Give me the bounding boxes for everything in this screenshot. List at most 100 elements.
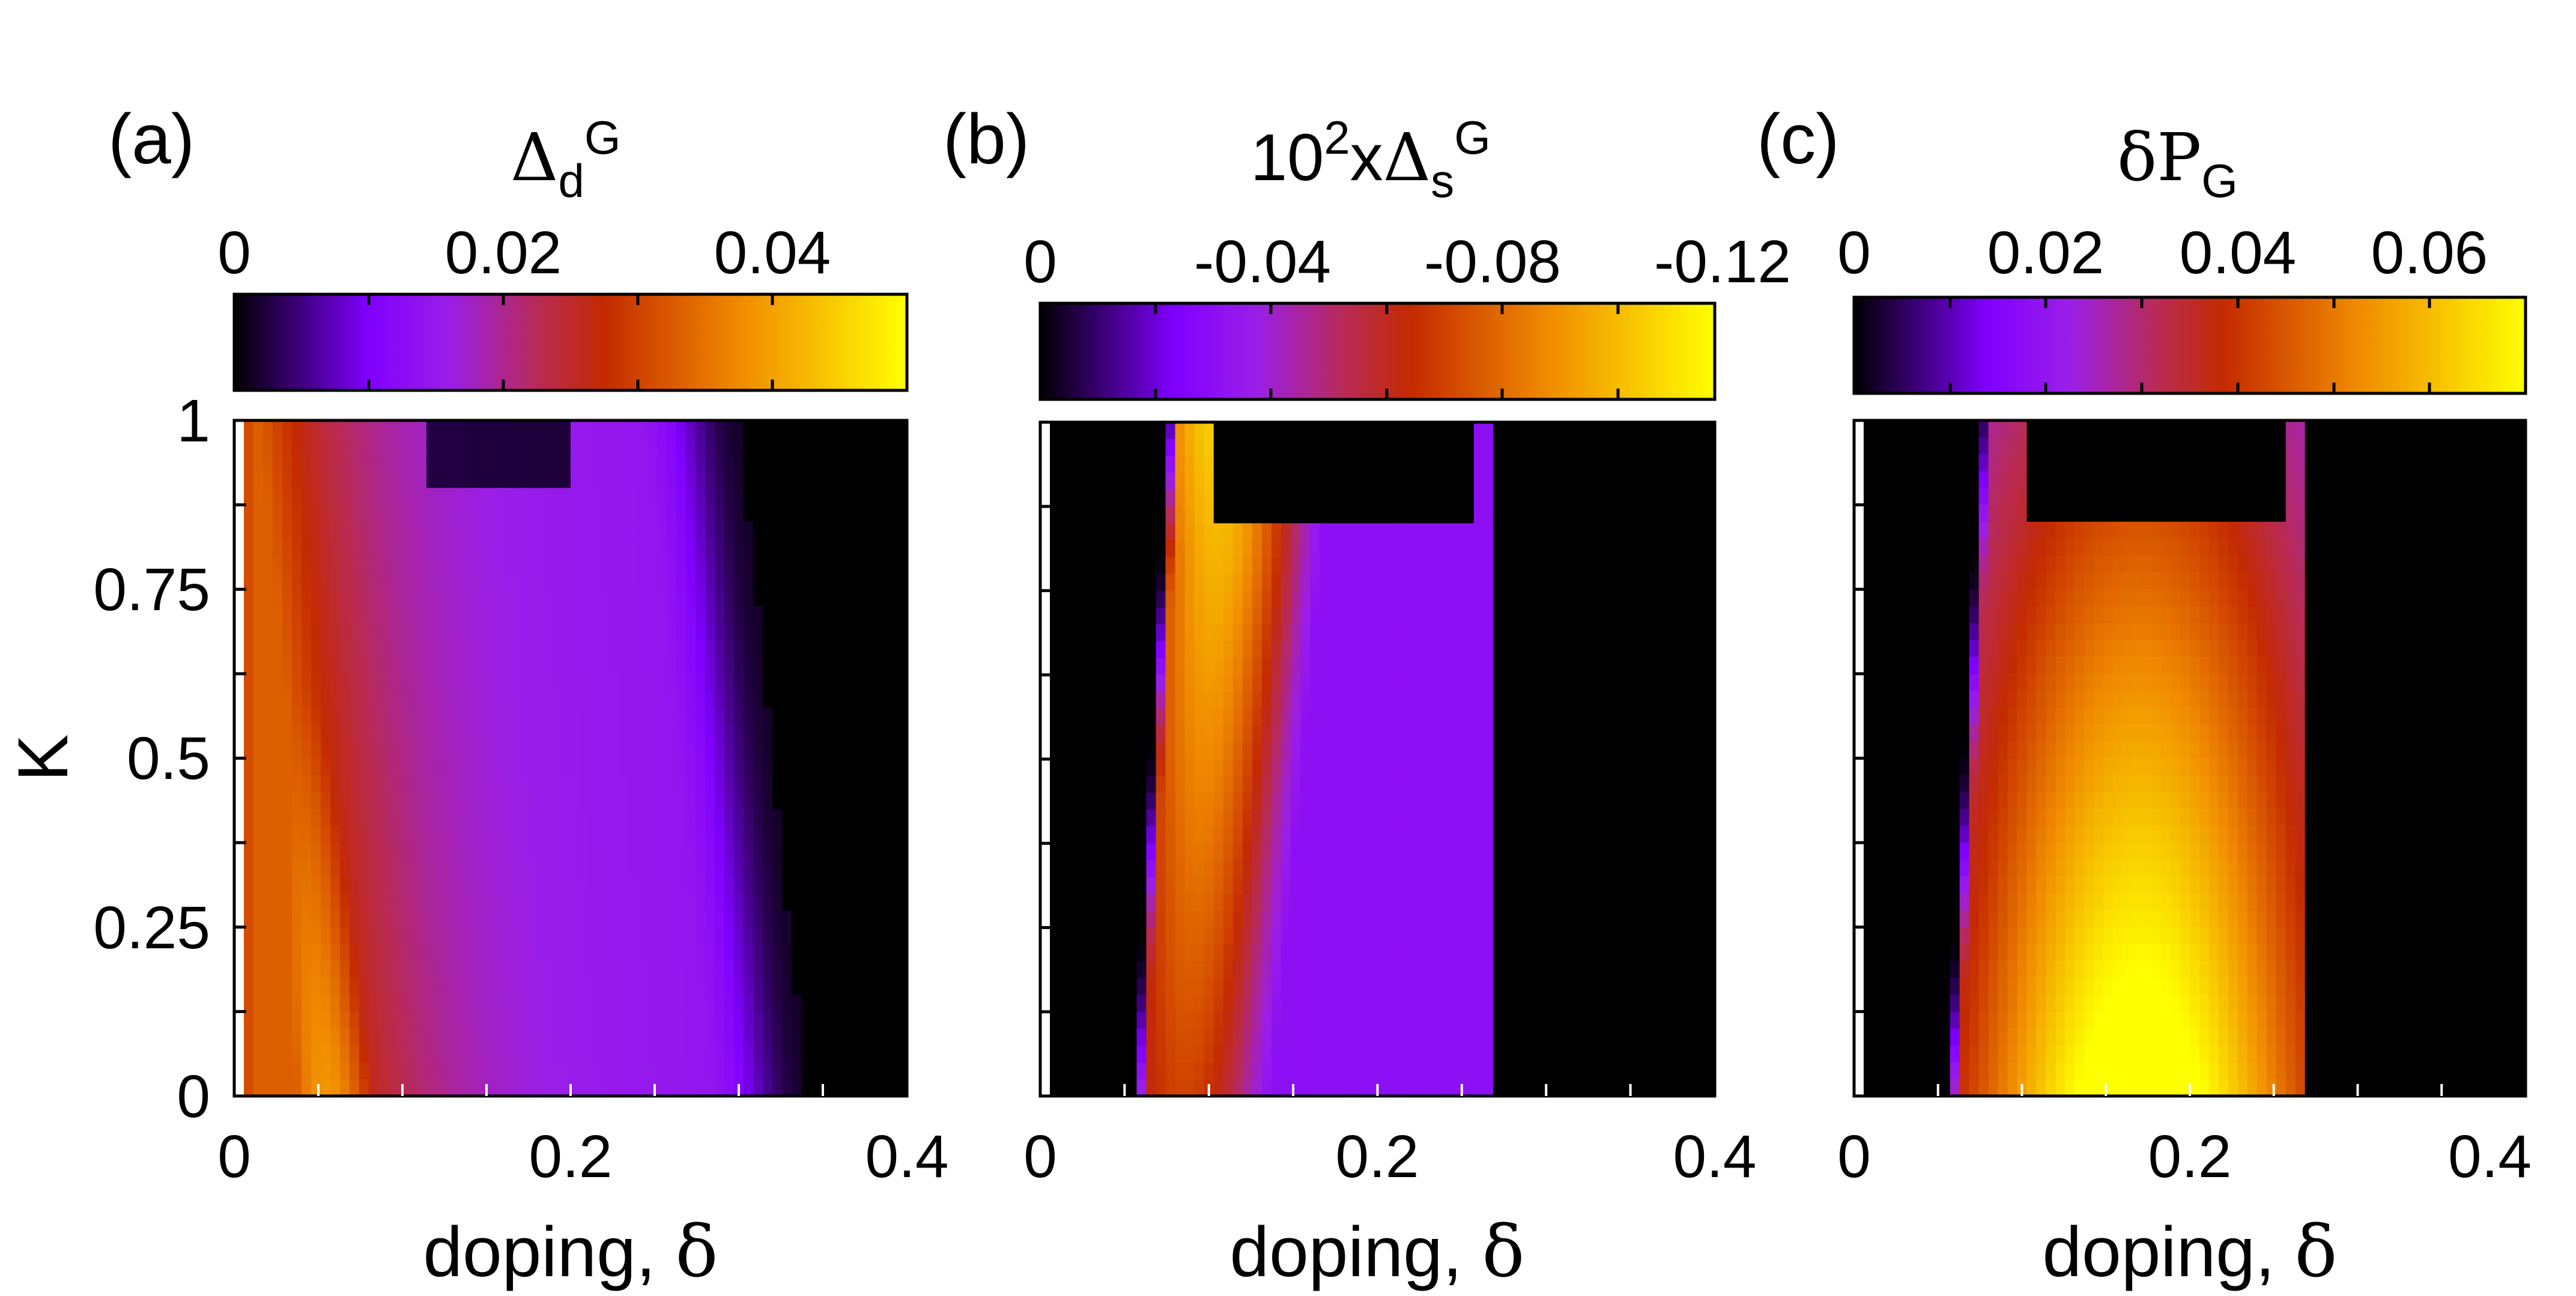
heatmap-cell (1261, 422, 1272, 440)
heatmap-cell (705, 1062, 715, 1080)
heatmap-cell (753, 1011, 763, 1029)
heatmap-cell (436, 1028, 446, 1046)
heatmap-cell (763, 691, 773, 708)
heatmap-cell (359, 556, 369, 573)
heatmap-cell (1666, 708, 1677, 726)
heatmap-cell (1146, 691, 1157, 709)
heatmap-cell (599, 1079, 610, 1097)
heatmap-cell (859, 572, 869, 590)
heatmap-cell (1666, 641, 1677, 659)
heatmap-cell (484, 488, 494, 506)
heatmap-cell (1223, 708, 1234, 726)
heatmap-cell (1406, 624, 1417, 642)
heatmap-cell (1088, 776, 1099, 793)
heatmap-cell (330, 420, 341, 438)
heatmap-cell (1368, 810, 1378, 827)
heatmap-cell (311, 961, 321, 978)
heatmap-cell (1695, 860, 1706, 878)
heatmap-cell (744, 792, 754, 810)
heatmap-cell (378, 471, 389, 489)
heatmap-cell (647, 978, 658, 996)
heatmap-cell (1098, 742, 1109, 760)
heatmap-cell (1088, 759, 1099, 777)
heatmap-cell (1416, 776, 1426, 793)
heatmap-cell (888, 623, 898, 641)
heatmap-cell (744, 910, 754, 928)
heatmap-cell (878, 606, 888, 624)
heatmap-cell (734, 691, 744, 708)
heatmap-cell (657, 876, 667, 894)
heatmap-cell (1464, 725, 1474, 743)
heatmap-cell (359, 488, 369, 506)
heatmap-cell (753, 724, 763, 742)
heatmap-cell (551, 978, 562, 996)
heatmap-cell (1300, 473, 1311, 490)
heatmap-cell (1483, 658, 1494, 676)
heatmap-cell (868, 454, 879, 472)
heatmap-cell (792, 792, 802, 810)
heatmap-cell (1300, 691, 1311, 709)
heatmap-cell (1425, 910, 1436, 928)
heatmap-cell (513, 556, 523, 573)
heatmap-cell (820, 521, 831, 539)
heatmap-cell (1050, 691, 1060, 709)
heatmap-cell (811, 978, 821, 996)
heatmap-cell (647, 995, 658, 1013)
heatmap-cell (1666, 624, 1677, 642)
heatmap-cell (1570, 674, 1581, 692)
heatmap-cell (1416, 826, 1426, 844)
heatmap-cell (1339, 810, 1350, 827)
heatmap-cell (619, 707, 629, 725)
heatmap-cell (263, 995, 273, 1013)
heatmap-cell (1194, 590, 1205, 608)
heatmap-cell (1454, 877, 1465, 895)
heatmap-cell (1589, 927, 1600, 945)
heatmap-cell (1069, 506, 1079, 524)
heatmap-cell (830, 437, 840, 455)
heatmap-cell (1108, 422, 1118, 440)
heatmap-cell (1069, 624, 1079, 642)
heatmap-cell (1676, 557, 1687, 575)
heatmap-cell (1647, 658, 1658, 676)
heatmap-cell (1213, 658, 1224, 676)
heatmap-cell (705, 775, 715, 793)
heatmap-cell (282, 961, 292, 978)
heatmap-cell (782, 843, 792, 861)
heatmap-cell (724, 826, 735, 843)
heatmap-cell (811, 1045, 821, 1063)
heatmap-cell (1570, 557, 1581, 575)
heatmap-cell (282, 707, 292, 725)
heatmap-cell (1079, 877, 1089, 895)
heatmap-cell (868, 792, 879, 810)
heatmap-cell (1618, 574, 1629, 592)
heatmap-cell (474, 1045, 485, 1063)
heatmap-cell (1396, 708, 1407, 726)
heatmap-cell (1184, 607, 1195, 625)
heatmap-cell (1387, 674, 1398, 692)
heatmap-cell (1618, 607, 1629, 625)
heatmap-cell (350, 1028, 360, 1046)
heatmap-cell (513, 691, 523, 708)
heatmap-cell (330, 640, 341, 658)
heatmap-cell (763, 572, 773, 590)
heatmap-cell (1117, 439, 1128, 456)
heatmap-cell (782, 420, 792, 438)
heatmap-cell (676, 707, 686, 725)
heatmap-cell (1560, 641, 1571, 659)
heatmap-cell (1532, 826, 1542, 844)
heatmap-cell (417, 859, 427, 877)
heatmap-cell (1108, 810, 1118, 827)
heatmap-cell (1156, 860, 1166, 878)
heatmap-cell (1608, 691, 1619, 709)
heatmap-cell (513, 775, 523, 793)
heatmap-cell (1551, 742, 1562, 760)
heatmap-cell (696, 556, 706, 573)
heatmap-cell (1348, 927, 1359, 945)
heatmap-cell (753, 538, 763, 556)
heatmap-cell (686, 910, 696, 928)
heatmap-cell (523, 556, 533, 573)
heatmap-cell (619, 978, 629, 996)
heatmap-cell (542, 943, 552, 961)
heatmap-cell (1541, 708, 1552, 726)
heatmap-cell (1088, 489, 1099, 507)
